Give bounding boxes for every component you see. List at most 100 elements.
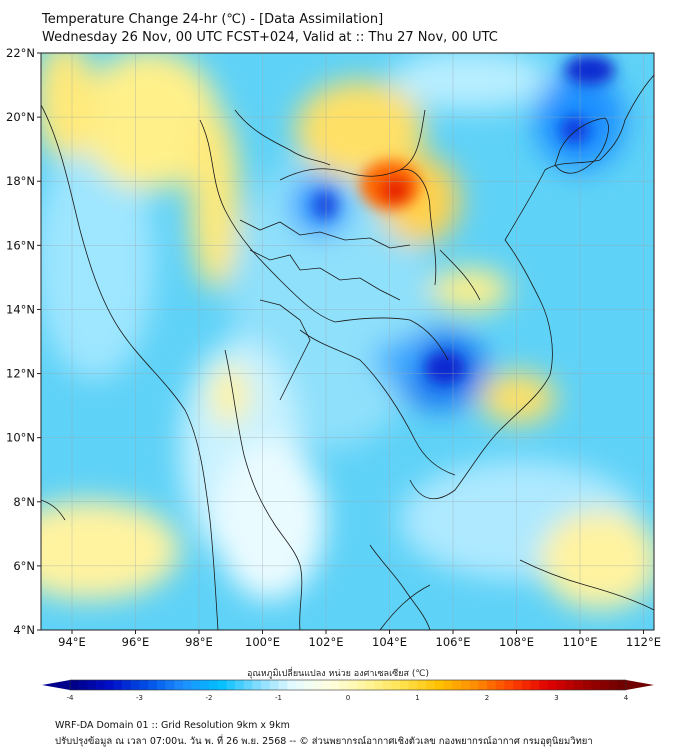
colorbar-segment [287, 680, 297, 690]
colorbar-segment [434, 680, 444, 690]
colorbar-segment [617, 680, 627, 690]
colorbar-segment [122, 680, 132, 690]
colorbar-segment [313, 680, 323, 690]
colorbar-segment [400, 680, 410, 690]
colorbar-segment [504, 680, 514, 690]
colorbar-segment [513, 680, 523, 690]
colorbar-segment [200, 680, 210, 690]
lon-label: 108°E [499, 635, 534, 649]
lat-label: 20°N [6, 110, 35, 124]
footer-model-info: WRF-DA Domain 01 :: Grid Resolution 9km … [55, 720, 290, 731]
colorbar-segment [209, 680, 218, 690]
colorbar-segment [156, 680, 166, 690]
colorbar-segment [565, 680, 575, 690]
colorbar-tick-label: -1 [275, 694, 282, 702]
colorbar-segment [591, 680, 601, 690]
colorbar-segment [495, 680, 505, 690]
colorbar-segment [252, 680, 262, 690]
lat-label: 16°N [6, 238, 35, 252]
colorbar-frame [69, 679, 627, 691]
colorbar-segment [365, 680, 375, 690]
colorbar-segment [582, 680, 592, 690]
lon-label: 94°E [58, 635, 86, 649]
colorbar-segment [235, 680, 245, 690]
colorbar-segment [226, 680, 236, 690]
longitude-axis: 94°E 96°E 98°E 100°E 102°E 104°E 106°E 108°E 110… [58, 630, 661, 649]
lat-label: 12°N [6, 367, 35, 381]
lon-label: 110°E [563, 635, 598, 649]
lat-label: 18°N [6, 174, 35, 188]
colorbar-segment [382, 680, 392, 690]
colorbar-segment [269, 680, 279, 690]
colorbar-segment [487, 680, 496, 690]
colorbar-segment [261, 680, 271, 690]
colorbar-segment [478, 680, 488, 690]
lon-label: 112°E [626, 635, 661, 649]
colorbar-segment [70, 680, 79, 690]
colorbar-segment [243, 680, 253, 690]
lat-label: 4°N [13, 623, 35, 637]
colorbar-segment [104, 680, 114, 690]
colorbar-segment [87, 680, 97, 690]
colorbar-segment [417, 680, 427, 690]
colorbar-min-extension [42, 680, 70, 690]
colorbar-segment [113, 680, 123, 690]
colorbar-segment [521, 680, 531, 690]
colorbar-title: อุณหภูมิเปลี่ยนแปลง หน่วย องศาเซลเซียส (… [246, 669, 430, 679]
colorbar-segment [321, 680, 331, 690]
lon-label: 106°E [436, 635, 471, 649]
colorbar-tick-label: 1 [415, 694, 419, 702]
colorbar-segment [408, 680, 418, 690]
colorbar-tick-label: 0 [346, 694, 350, 702]
colorbar-segment [96, 680, 106, 690]
colorbar-tick-label: 4 [624, 694, 629, 702]
colorbar-tick-label: -2 [206, 694, 213, 702]
colorbar-tick-label: -3 [136, 694, 143, 702]
lat-label: 14°N [6, 302, 35, 316]
temperature-field [41, 53, 654, 630]
lat-label: 6°N [13, 559, 35, 573]
colorbar-tick-label: 3 [554, 694, 558, 702]
colorbar-segment [460, 680, 470, 690]
colorbar-segment [217, 680, 227, 690]
colorbar-segment [608, 680, 618, 690]
colorbar-segment [443, 680, 453, 690]
colorbar-segment [174, 680, 184, 690]
colorbar-segment [148, 680, 158, 690]
colorbar-segment [348, 680, 357, 690]
map-subtitle: Wednesday 26 Nov, 00 UTC FCST+024, Valid… [42, 30, 498, 45]
lon-label: 104°E [372, 635, 407, 649]
colorbar-segment [469, 680, 479, 690]
lon-label: 102°E [309, 635, 344, 649]
colorbar-segment [391, 680, 401, 690]
colorbar-segment [278, 680, 288, 690]
colorbar-tick-label: -4 [67, 694, 75, 702]
graticule [41, 52, 654, 631]
colorbar-segment [182, 680, 192, 690]
colorbar-segment [330, 680, 340, 690]
colorbar-segment [139, 680, 149, 690]
colorbar-segment [573, 680, 583, 690]
map-title: Temperature Change 24-hr (℃) - [Data Ass… [42, 12, 384, 27]
latitude-axis: 22°N 20°N 18°N 16°N 14°N 12°N 10°N 8°N 6°N 4°N [6, 46, 41, 637]
footer-credit: ปรับปรุงข้อมูล ณ เวลา 07:00น. วัน พ. ที่… [55, 736, 593, 747]
colorbar-segment [78, 680, 88, 690]
lat-label: 10°N [6, 431, 35, 445]
lon-label: 100°E [245, 635, 280, 649]
colorbar-segment [374, 680, 384, 690]
colorbar-segment [191, 680, 201, 690]
colorbar-segment [426, 680, 436, 690]
colorbar-segment [539, 680, 549, 690]
colorbar-segment [452, 680, 462, 690]
colorbar-segment [599, 680, 609, 690]
colorbar-segment [295, 680, 305, 690]
lon-label: 96°E [122, 635, 150, 649]
colorbar: -4 -3 -2 -1 0 1 2 3 4 [42, 679, 654, 702]
colorbar-segment [547, 680, 557, 690]
lat-label: 8°N [13, 495, 35, 509]
colorbar-segment [130, 680, 140, 690]
coastline-borders [41, 74, 654, 630]
lat-label: 22°N [6, 46, 35, 60]
colorbar-segment [530, 680, 540, 690]
